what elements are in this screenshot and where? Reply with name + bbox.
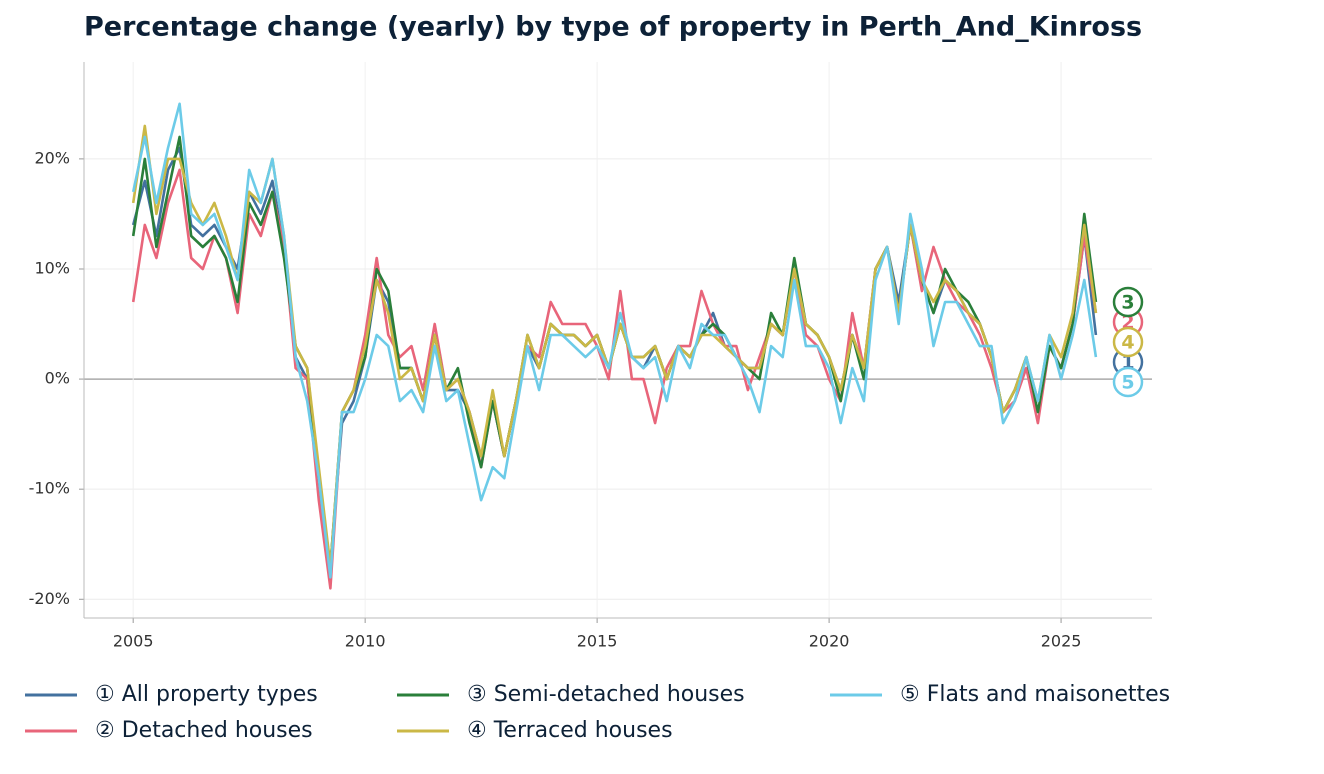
- end-label: 3: [1121, 292, 1134, 314]
- y-tick-label: 20%: [34, 148, 70, 167]
- legend-label: ④ Terraced houses: [467, 718, 673, 743]
- end-marker: [1112, 326, 1144, 358]
- legend-label: ② Detached houses: [95, 718, 313, 743]
- x-tick-label: 2020: [809, 632, 850, 651]
- legend-label: ① All property types: [95, 682, 318, 707]
- chart-title: Percentage change (yearly) by type of pr…: [84, 12, 1142, 43]
- series-line: [131, 102, 1098, 579]
- y-tick-label: -10%: [29, 479, 70, 498]
- x-tick-label: 2015: [577, 632, 618, 651]
- end-label: 4: [1121, 332, 1134, 354]
- y-tick-label: -20%: [29, 589, 70, 608]
- end-marker: [1112, 286, 1144, 318]
- y-tick-label: 0%: [45, 369, 70, 388]
- x-tick-label: 2025: [1041, 632, 1082, 651]
- end-marker: [1112, 366, 1144, 398]
- x-tick-label: 2005: [113, 632, 154, 651]
- legend-label: ⑤ Flats and maisonettes: [900, 682, 1170, 707]
- legend-label: ③ Semi-detached houses: [467, 682, 745, 707]
- y-tick-label: 10%: [34, 258, 70, 277]
- end-label: 5: [1121, 372, 1134, 394]
- x-tick-label: 2010: [345, 632, 386, 651]
